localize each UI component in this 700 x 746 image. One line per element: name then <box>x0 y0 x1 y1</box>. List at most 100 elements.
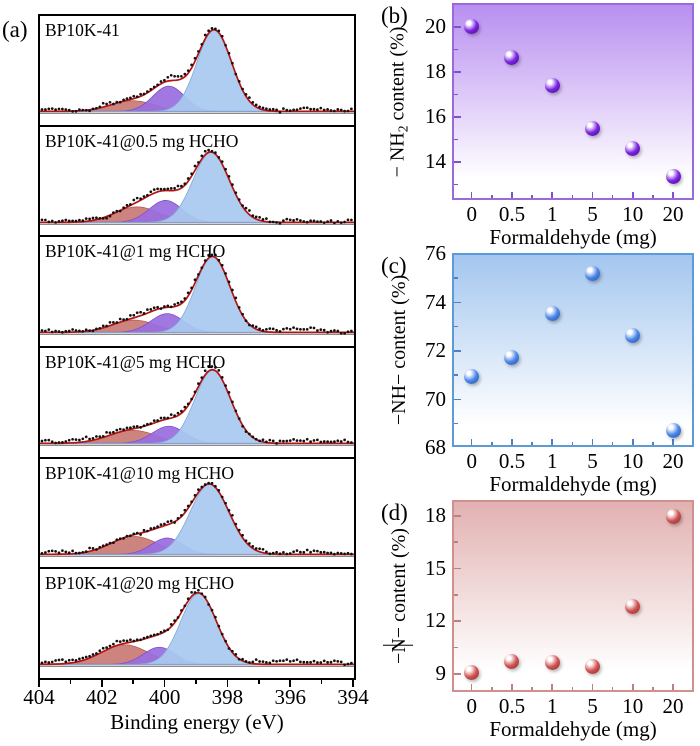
x-tick-label: 396 <box>274 685 306 709</box>
panel-c-letter: (c) <box>381 253 407 278</box>
spectrum-label: BP10K-41@10 mg HCHO <box>45 463 234 483</box>
x-minor-tick <box>652 686 654 690</box>
y-axis-title-part: − <box>388 652 410 664</box>
x-minor-tick <box>531 686 533 690</box>
peak-fill-blue <box>40 256 354 334</box>
x-major-tick <box>591 439 594 445</box>
y-minor-tick <box>454 138 458 141</box>
y-tick-label: 68 <box>425 435 446 459</box>
data-point-b-10mg <box>625 141 641 157</box>
panel-b-letter: (b) <box>381 3 408 28</box>
x-major-tick <box>38 680 40 687</box>
raw-data-points <box>40 148 353 225</box>
x-major-tick <box>470 439 473 445</box>
data-point-b-5mg <box>584 120 600 136</box>
y-minor-tick <box>454 594 458 596</box>
data-point-d-10mg <box>625 598 641 614</box>
x-tick-label: 10 <box>622 202 644 226</box>
x-tick-label: 10 <box>622 449 644 473</box>
fit-envelope-line <box>40 150 354 223</box>
y-tick-label: 9 <box>435 661 447 686</box>
data-point-b-20mg <box>665 169 681 185</box>
x-tick-label: 5 <box>587 694 598 718</box>
data-point-c-0mg <box>464 369 480 385</box>
y-major-tick <box>454 116 461 118</box>
y-major-tick <box>454 620 461 622</box>
y-major-tick <box>454 350 461 352</box>
y-major-tick <box>454 567 461 570</box>
x-tick-label: 20 <box>662 449 684 473</box>
x-tick-label: 398 <box>211 685 244 709</box>
x-major-tick <box>163 680 166 687</box>
y-minor-tick <box>454 277 458 279</box>
x-minor-tick <box>611 686 614 690</box>
raw-data-points <box>40 589 353 667</box>
spectrum-label: BP10K-41 <box>45 20 120 40</box>
peak-fill-blue <box>40 29 354 112</box>
x-minor-tick <box>571 194 574 198</box>
x-major-tick <box>511 684 513 690</box>
x-tick-label: 1 <box>546 449 558 473</box>
peak-fill-blue <box>40 151 354 223</box>
spectrum-svg: BP10K-41@1 mg HCHO <box>40 241 354 336</box>
panel-a-xaxis-title: Binding energy (eV) <box>110 710 284 734</box>
data-point-d-0.5mg <box>504 654 520 670</box>
data-point-b-1mg <box>544 78 560 94</box>
spectrum-label: BP10K-41@0.5 mg HCHO <box>45 131 238 151</box>
y-tick-label: 18 <box>425 59 446 83</box>
y-minor-tick <box>454 374 458 376</box>
x-minor-tick <box>132 680 134 684</box>
x-major-tick <box>289 680 291 687</box>
x-minor-tick <box>571 441 574 445</box>
raw-data-points <box>40 253 353 336</box>
data-point-c-10mg <box>625 327 641 343</box>
x-major-tick <box>226 680 229 687</box>
y-axis-title-c: −NH− content (%) <box>388 275 410 425</box>
x-major-tick <box>672 439 674 445</box>
y-minor-tick <box>454 93 458 96</box>
plot-area-b <box>452 3 694 200</box>
panel-d-letter: (d) <box>381 500 408 525</box>
x-tick-label: 10 <box>622 694 644 718</box>
x-major-tick <box>511 192 513 198</box>
x-minor-tick <box>571 686 574 690</box>
data-point-d-5mg <box>584 659 600 675</box>
nitrogen-bond-symbol: N <box>388 638 410 653</box>
x-minor-tick <box>258 680 260 684</box>
data-point-b-0mg <box>464 18 480 34</box>
xps-spectrum-bp10k-41-20-mg-hcho: BP10K-41@20 mg HCHO <box>40 569 354 678</box>
x-major-tick <box>470 684 473 690</box>
x-minor-tick <box>531 194 533 198</box>
data-point-c-5mg <box>584 266 600 282</box>
x-tick-label: 1 <box>546 694 558 718</box>
y-tick-label: 70 <box>425 386 446 411</box>
x-minor-tick <box>491 686 493 690</box>
x-major-tick <box>672 684 674 690</box>
xps-spectrum-bp10k-41-0-5-mg-hcho: BP10K-41@0.5 mg HCHO <box>40 127 354 238</box>
y-minor-tick <box>454 646 458 649</box>
x-major-tick <box>591 192 594 198</box>
y-major-tick <box>454 161 461 163</box>
y-axis-title-part: − NH <box>386 131 409 177</box>
y-minor-tick <box>454 48 458 51</box>
x-tick-label: 0 <box>466 202 477 226</box>
data-point-d-1mg <box>544 655 560 671</box>
y-tick-label: 12 <box>425 608 446 633</box>
data-point-b-0.5mg <box>504 50 520 65</box>
x-minor-tick <box>491 441 493 445</box>
y-tick-label: 20 <box>425 14 446 38</box>
plot-area-c <box>452 253 694 447</box>
spectrum-svg: BP10K-41@5 mg HCHO <box>40 352 354 447</box>
y-major-tick <box>454 515 461 517</box>
y-tick-label: 72 <box>425 338 446 362</box>
data-point-c-20mg <box>665 422 681 438</box>
spectrum-svg: BP10K-41 <box>40 20 354 115</box>
xps-spectrum-bp10k-41-5-mg-hcho: BP10K-41@5 mg HCHO <box>40 348 354 459</box>
y-major-tick <box>454 26 461 28</box>
xps-spectrum-bp10k-41-10-mg-hcho: BP10K-41@10 mg HCHO <box>40 459 354 570</box>
y-minor-tick <box>454 325 458 328</box>
spectrum-label: BP10K-41@5 mg HCHO <box>45 352 225 372</box>
data-point-c-0.5mg <box>504 349 520 365</box>
spectrum-svg: BP10K-41@0.5 mg HCHO <box>40 131 354 225</box>
